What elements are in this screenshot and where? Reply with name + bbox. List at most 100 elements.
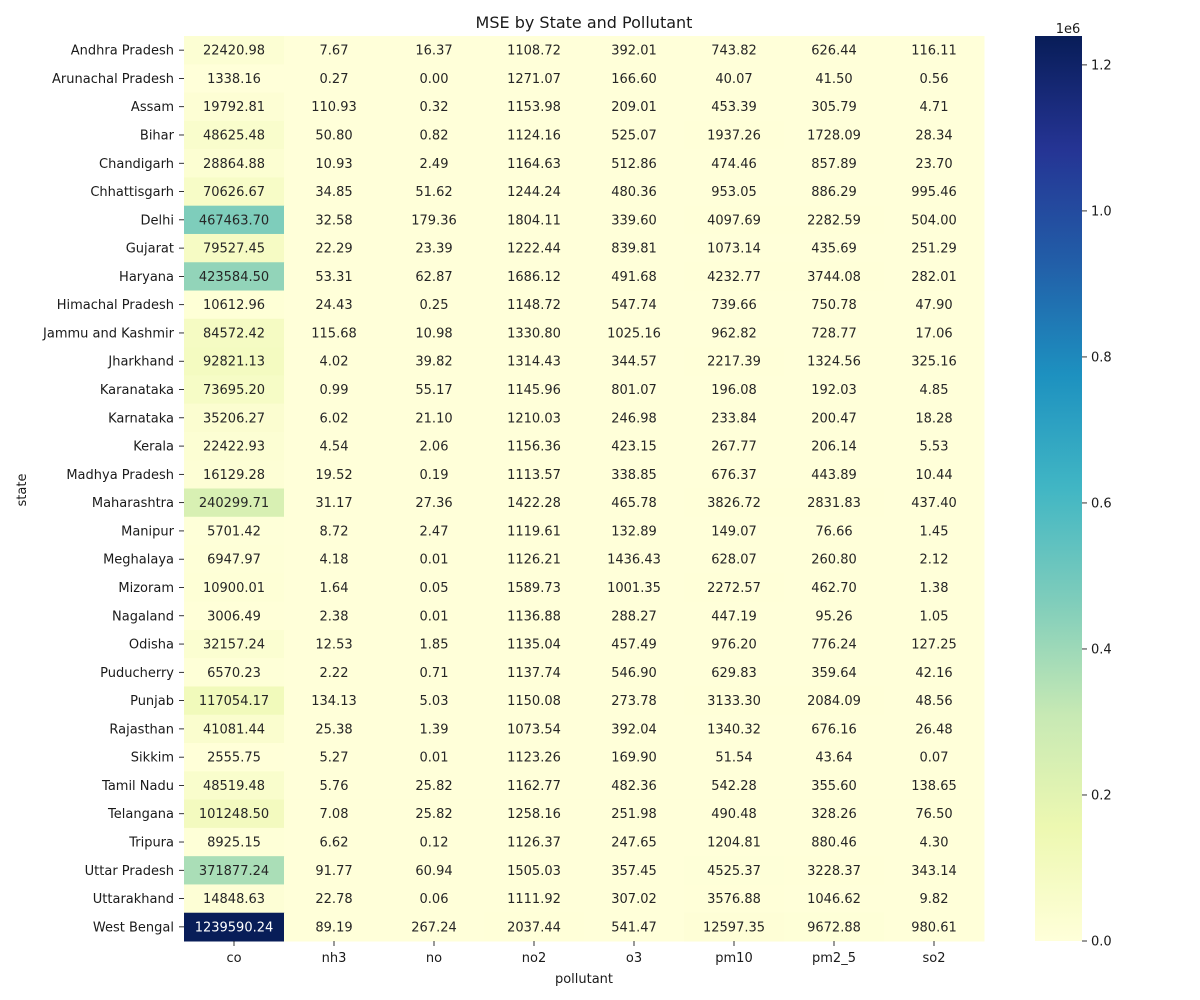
heatmap-cell xyxy=(584,884,685,914)
heatmap-cell xyxy=(784,827,885,857)
heatmap-cell xyxy=(884,262,985,292)
cell-value-label: 117054.17 xyxy=(199,694,269,709)
heatmap-cell xyxy=(384,290,485,320)
heatmap-cell xyxy=(584,601,685,631)
cell-value-label: 233.84 xyxy=(711,411,757,426)
heatmap-cell xyxy=(584,290,685,320)
cell-value-label: 359.64 xyxy=(811,666,857,681)
cell-value-label: 857.89 xyxy=(811,157,857,172)
heatmap-cell xyxy=(584,799,685,829)
cell-value-label: 1126.37 xyxy=(507,836,561,851)
heatmap-cell xyxy=(484,177,585,207)
heatmap-cell xyxy=(884,318,985,348)
heatmap-cell xyxy=(584,743,685,772)
heatmap-cell xyxy=(584,545,685,574)
cell-value-label: 10612.96 xyxy=(203,298,265,313)
cell-value-label: 776.24 xyxy=(811,638,857,653)
heatmap-cell xyxy=(384,912,485,942)
cell-value-label: 200.47 xyxy=(811,411,857,426)
cell-value-label: 110.93 xyxy=(311,100,357,115)
heatmap-cell xyxy=(384,799,485,829)
cell-value-label: 1271.07 xyxy=(507,72,561,87)
heatmap-cell xyxy=(584,516,685,546)
heatmap-cell xyxy=(384,262,485,292)
heatmap-cell xyxy=(884,771,985,801)
cell-value-label: 7.08 xyxy=(320,807,349,822)
heatmap-cell xyxy=(684,403,785,433)
heatmap-cell xyxy=(484,92,585,122)
heatmap-cell xyxy=(484,545,585,574)
y-tick-label: Meghalaya xyxy=(103,553,174,568)
cell-value-label: 51.54 xyxy=(715,751,752,766)
cell-value-label: 465.78 xyxy=(611,496,657,511)
heatmap-cell xyxy=(884,375,985,405)
heatmap-cell xyxy=(184,771,285,801)
cell-value-label: 0.01 xyxy=(420,751,449,766)
cell-value-label: 2.12 xyxy=(920,553,949,568)
cell-value-label: 1244.24 xyxy=(507,185,561,200)
heatmap-cell xyxy=(184,36,285,65)
cell-value-label: 1111.92 xyxy=(507,892,561,907)
heatmap-cell xyxy=(784,658,885,687)
heatmap-cell xyxy=(284,375,385,405)
colorbar-tick-label: 0.2 xyxy=(1091,788,1112,803)
cell-value-label: 1108.72 xyxy=(507,44,561,59)
chart-title: MSE by State and Pollutant xyxy=(476,13,693,32)
heatmap-cell xyxy=(884,431,985,461)
cell-value-label: 4097.69 xyxy=(707,213,761,228)
heatmap-cell xyxy=(384,884,485,914)
cell-value-label: 4.30 xyxy=(920,836,949,851)
cell-value-label: 801.07 xyxy=(611,383,657,398)
cell-value-label: 1073.14 xyxy=(707,242,761,257)
heatmap-cell xyxy=(484,460,585,489)
heatmap-cell xyxy=(384,233,485,263)
heatmap-cell xyxy=(784,64,885,94)
heatmap-cell xyxy=(284,686,385,716)
cell-value-label: 251.98 xyxy=(611,807,657,822)
cell-value-label: 995.46 xyxy=(911,185,957,200)
cell-value-label: 4.85 xyxy=(920,383,949,398)
cell-value-label: 7.67 xyxy=(320,44,349,59)
cell-value-label: 1422.28 xyxy=(507,496,561,511)
heatmap-cell xyxy=(784,488,885,518)
x-tick-label: no xyxy=(426,951,442,966)
heatmap-cell xyxy=(184,177,285,207)
cell-value-label: 9.82 xyxy=(920,892,949,907)
heatmap-cell xyxy=(384,347,485,376)
heatmap-cell xyxy=(784,177,885,207)
heatmap-cell xyxy=(584,658,685,687)
cell-value-label: 447.19 xyxy=(711,609,757,624)
cell-value-label: 628.07 xyxy=(711,553,757,568)
heatmap-cell xyxy=(484,262,585,292)
cell-value-label: 339.60 xyxy=(611,213,657,228)
heatmap-cell xyxy=(584,375,685,405)
heatmap-cell xyxy=(884,233,985,263)
colorbar-tick-label: 1.2 xyxy=(1091,58,1112,73)
cell-value-label: 5701.42 xyxy=(207,524,261,539)
heatmap-cell xyxy=(884,856,985,885)
heatmap-cell xyxy=(584,347,685,376)
cell-value-label: 70626.67 xyxy=(203,185,265,200)
cell-value-label: 23.70 xyxy=(915,157,952,172)
cell-value-label: 3744.08 xyxy=(807,270,861,285)
heatmap-cell xyxy=(684,149,785,178)
cell-value-label: 1113.57 xyxy=(507,468,561,483)
heatmap-cell xyxy=(684,856,785,885)
cell-value-label: 5.53 xyxy=(920,440,949,455)
heatmap-cell xyxy=(184,64,285,94)
heatmap-cell xyxy=(284,912,385,942)
cell-value-label: 1686.12 xyxy=(507,270,561,285)
cell-value-label: 251.29 xyxy=(911,242,957,257)
colorbar-tick-label: 0.0 xyxy=(1091,935,1112,950)
heatmap-cell xyxy=(484,686,585,716)
cell-value-label: 12597.35 xyxy=(703,920,765,935)
heatmap-cell xyxy=(684,884,785,914)
cell-value-label: 880.46 xyxy=(811,836,857,851)
y-tick-label: Uttarakhand xyxy=(93,892,174,907)
heatmap-cell xyxy=(584,431,685,461)
cell-value-label: 546.90 xyxy=(611,666,657,681)
heatmap-cell xyxy=(384,686,485,716)
cell-value-label: 1145.96 xyxy=(507,383,561,398)
heatmap-cell xyxy=(584,92,685,122)
y-tick-label: Kerala xyxy=(133,440,174,455)
